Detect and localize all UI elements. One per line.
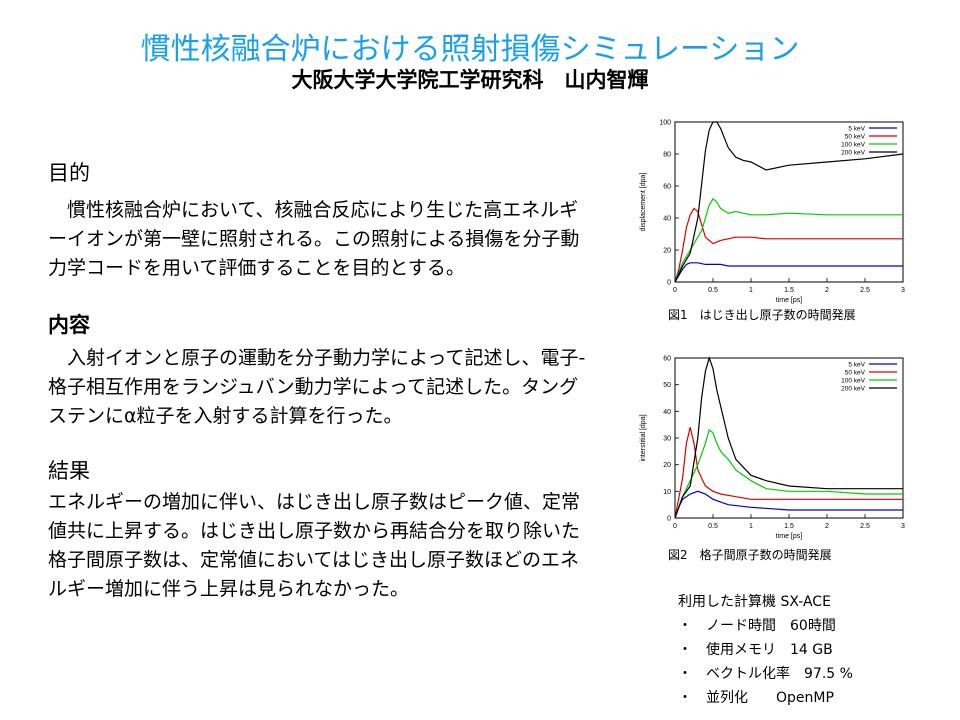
y-tick-label: 60 <box>663 356 671 363</box>
section-heading: 結果 <box>48 459 90 483</box>
section-body: 入射イオンと原子の運動を分子動力学によって記述し、電子-格子相互作用をランジュバ… <box>48 347 586 427</box>
x-tick-label: 1.5 <box>784 287 794 294</box>
legend-label: 200 keV <box>841 150 866 157</box>
x-tick-label: 2 <box>825 287 829 294</box>
legend-label: 50 keV <box>845 134 866 141</box>
y-tick-label: 40 <box>663 216 671 223</box>
x-tick-label: 2 <box>825 523 829 530</box>
y-axis-label: interstitial [dpa] <box>640 414 647 461</box>
y-tick-label: 40 <box>663 409 671 416</box>
displacement-chart: 0 0.5 1 1.5 2 2.5 3 0 20 40 60 80 100 time [ps] displa… <box>640 120 905 305</box>
x-tick-label: 1 <box>749 287 753 294</box>
section-body: エネルギーの増加に伴い、はじき出し原子数はピーク値、定常値共に上昇する。はじき出… <box>48 491 581 600</box>
y-tick-label: 30 <box>663 436 671 443</box>
series-line-50kev <box>674 207 903 283</box>
series-line-100kev <box>674 429 903 519</box>
x-tick-label: 0.5 <box>708 287 718 294</box>
legend-label: 100 keV <box>841 378 866 385</box>
legend-label: 100 keV <box>841 142 866 149</box>
x-tick-label: 0 <box>673 523 677 530</box>
series-line-5kev <box>674 262 903 283</box>
series-line-100kev <box>674 197 903 283</box>
y-tick-label: 100 <box>659 120 671 127</box>
computer-specs: 利用した計算機 SX-ACE ・ ノード時間 60時間 ・ 使用メモリ 14 G… <box>678 590 853 710</box>
y-tick-label: 20 <box>663 248 671 255</box>
page-title: 慣性核融合炉における照射損傷シミュレーション <box>140 32 800 67</box>
y-tick-label: 0 <box>667 280 671 287</box>
x-tick-label: 2.5 <box>860 287 870 294</box>
x-tick-label: 0.5 <box>708 523 718 530</box>
x-tick-label: 0 <box>673 287 677 294</box>
spec-item: ・ 並列化 OpenMP <box>678 690 834 706</box>
x-tick-label: 2.5 <box>860 523 870 530</box>
x-tick-label: 1 <box>749 523 753 530</box>
author-line: 大阪大学大学院工学研究科 山内智輝 <box>291 68 649 92</box>
y-tick-label: 50 <box>663 382 671 389</box>
section-body: 慣性核融合炉において、核融合反応により生じた高エネルギーイオンが第一壁に照射され… <box>48 199 580 279</box>
plot-frame <box>674 121 904 283</box>
x-tick-label: 1.5 <box>784 523 794 530</box>
spec-item: ・ ベクトル化率 97.5 % <box>678 666 853 682</box>
spec-item: ・ ノード時間 60時間 <box>678 618 836 634</box>
y-tick-label: 80 <box>663 152 671 159</box>
series-line-5kev <box>674 490 903 519</box>
section-heading: 内容 <box>48 313 90 337</box>
legend-label: 50 keV <box>845 370 866 377</box>
y-tick-label: 60 <box>663 184 671 191</box>
figure2-caption: 図2 格子間原子数の時間発展 <box>668 548 832 562</box>
section-purpose: 目的 慣性核融合炉において、核融合反応により生じた高エネルギーイオンが第一壁に照… <box>48 158 593 283</box>
series-line-200kev <box>674 121 904 283</box>
x-axis-label: time [ps] <box>776 297 803 304</box>
spec-item: ・ 使用メモリ 14 GB <box>678 642 833 658</box>
section-heading: 目的 <box>48 161 90 185</box>
x-tick-label: 3 <box>901 287 905 294</box>
y-axis-label: displacement [dpa] <box>640 173 647 232</box>
section-content: 内容 入射イオンと原子の運動を分子動力学によって記述し、電子-格子相互作用をラン… <box>48 310 593 431</box>
legend-label: 5 keV <box>848 126 865 133</box>
legend-label: 5 keV <box>848 362 865 369</box>
specs-title: 利用した計算機 SX-ACE <box>678 594 831 610</box>
y-tick-label: 0 <box>667 516 671 523</box>
x-tick-label: 3 <box>901 523 905 530</box>
x-axis-label: time [ps] <box>776 533 803 540</box>
figure1-caption: 図1 はじき出し原子数の時間発展 <box>668 308 856 322</box>
section-results: 結果 エネルギーの増加に伴い、はじき出し原子数はピーク値、定常値共に上昇する。は… <box>48 456 593 604</box>
y-tick-label: 20 <box>663 462 671 469</box>
y-tick-label: 10 <box>663 489 671 496</box>
legend-label: 200 keV <box>841 386 866 393</box>
series-line-200kev <box>674 356 903 519</box>
series-line-50kev <box>674 427 903 519</box>
